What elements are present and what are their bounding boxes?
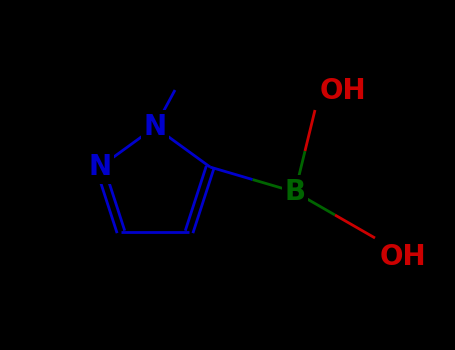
Text: OH: OH (320, 77, 367, 105)
Text: B: B (284, 178, 306, 206)
Text: N: N (88, 153, 111, 181)
Text: OH: OH (380, 243, 427, 271)
Text: N: N (143, 113, 167, 141)
